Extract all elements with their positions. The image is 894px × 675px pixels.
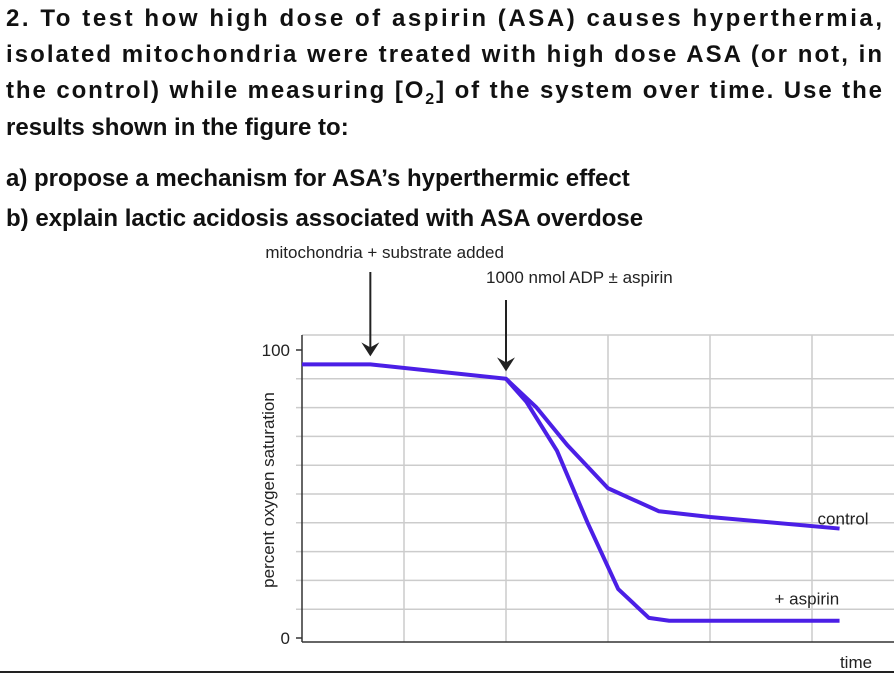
data-line — [504, 377, 840, 623]
question-part: b) explain lactic acidosis associated wi… — [6, 205, 643, 232]
y-tick-label: 0 — [281, 629, 290, 648]
question-line: 2. To test how high dose of aspirin (ASA… — [6, 5, 882, 32]
question-line: results shown in the figure to: — [6, 114, 349, 141]
question-line: the control) while measuring [O 2] of the… — [6, 77, 882, 108]
arrow-head — [361, 342, 380, 357]
text: ] of the system over time. Use the — [436, 77, 882, 104]
series-label: + aspirin — [775, 590, 840, 609]
y-tick-label: 100 — [262, 341, 290, 360]
question-line: isolated mitochondria were treated with … — [6, 41, 882, 68]
text: the control) while measuring [O — [6, 77, 423, 104]
x-axis-label: time — [840, 653, 872, 672]
arrow-head — [497, 357, 515, 372]
annotation: 1000 nmol ADP ± aspirin — [486, 268, 673, 287]
series-label: control — [818, 510, 869, 529]
subscript: 2 — [425, 91, 434, 108]
annotation: mitochondria + substrate added — [265, 243, 504, 262]
data-line — [302, 362, 840, 531]
question-part: a) propose a mechanism for ASA’s hyperth… — [6, 165, 630, 192]
y-axis-label: percent oxygen saturation — [259, 392, 278, 588]
